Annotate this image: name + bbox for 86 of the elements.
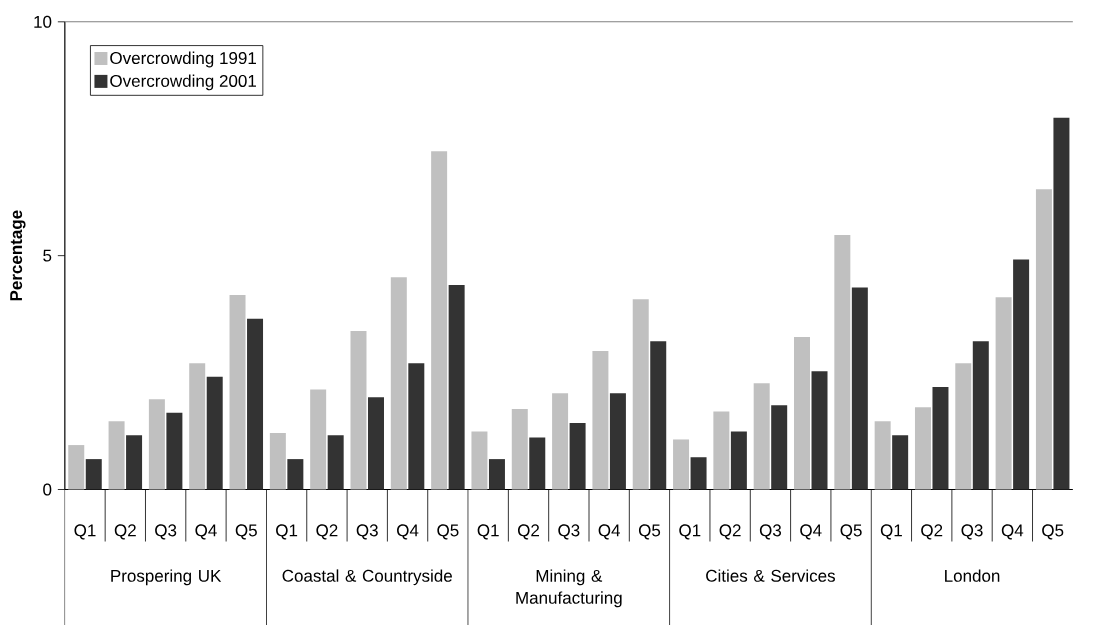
bar [488, 459, 505, 490]
bar [327, 435, 344, 490]
bar [269, 432, 286, 490]
bar [592, 351, 609, 490]
bar [892, 435, 909, 490]
bar [367, 397, 384, 490]
x-tick-label: Q4 [397, 524, 419, 540]
bar [108, 421, 125, 490]
text: Cities & Services [706, 569, 835, 582]
bar [932, 387, 949, 490]
x-tick-label: Q3 [759, 524, 782, 540]
x-tick-label: Q3 [155, 524, 177, 540]
text: Coastal & Countryside [282, 569, 452, 586]
bar [632, 299, 649, 490]
bar [609, 393, 626, 490]
bar [874, 421, 891, 490]
x-tick-label: Q5 [437, 524, 459, 540]
bar [851, 287, 868, 490]
x-tick-label: Q3 [356, 524, 378, 540]
bar [1053, 117, 1070, 490]
legend-label: Overcrowding 1991 [110, 51, 256, 68]
x-tick-label: Q4 [800, 524, 822, 540]
bar [431, 151, 448, 490]
bar [650, 341, 667, 490]
x-tick-label: Q4 [1001, 524, 1024, 540]
bar [529, 437, 546, 490]
y-tick-label: 10 [34, 15, 52, 28]
x-tick-label: Q5 [840, 524, 862, 540]
bar [1035, 189, 1052, 490]
y-axis-title: Percentage [10, 210, 26, 301]
x-tick-label: Q1 [276, 524, 298, 540]
x-tick-label: Q4 [598, 524, 620, 540]
x-tick-label: Q4 [195, 524, 217, 540]
bar [834, 235, 851, 490]
x-tick-label: Q2 [517, 524, 539, 540]
bar [811, 371, 828, 490]
bar [287, 459, 304, 490]
x-tick-label: Q1 [74, 524, 96, 540]
x-tick-label: Q3 [961, 524, 983, 540]
bar [552, 393, 569, 490]
x-tick-label: Q2 [719, 524, 741, 540]
bar [673, 439, 690, 490]
text: London [945, 569, 1000, 582]
bar [310, 389, 327, 490]
bar [408, 363, 425, 490]
bar [995, 297, 1012, 490]
bar [126, 435, 143, 490]
text: Mining & Manufacturing [516, 569, 622, 608]
bar [730, 431, 747, 490]
bar [771, 405, 788, 490]
x-tick-label: Q2 [921, 524, 943, 540]
bar [914, 407, 931, 490]
x-tick-label: Q1 [880, 524, 902, 540]
bar [206, 376, 223, 490]
bar [350, 330, 367, 490]
y-tick-label: 5 [43, 249, 52, 262]
bar [753, 383, 770, 490]
bar [247, 318, 264, 490]
y-tick-label: 0 [43, 483, 52, 496]
x-tick-label: Q5 [235, 524, 257, 540]
bar [148, 399, 165, 490]
text: Prospering UK [111, 569, 222, 586]
bar [471, 431, 488, 490]
bar [511, 409, 528, 490]
legend-label: Overcrowding 2001 [110, 74, 256, 91]
bar [166, 412, 183, 490]
bar [972, 341, 989, 490]
bar [713, 411, 730, 490]
bar [569, 423, 586, 490]
bar [690, 457, 707, 490]
x-tick-label: Q2 [316, 524, 338, 540]
bar [955, 363, 972, 490]
bar [85, 459, 102, 490]
bar [229, 294, 246, 490]
bar [448, 285, 465, 490]
bar [68, 445, 85, 490]
bar [189, 363, 206, 490]
x-tick-label: Q1 [477, 524, 499, 540]
bar [390, 277, 407, 490]
x-tick-label: Q5 [1042, 524, 1064, 540]
x-tick-label: Q1 [679, 524, 701, 540]
x-tick-label: Q5 [638, 524, 661, 540]
bar [794, 337, 811, 490]
x-tick-label: Q2 [114, 524, 136, 540]
x-tick-label: Q3 [558, 524, 580, 540]
bar [1013, 259, 1030, 490]
